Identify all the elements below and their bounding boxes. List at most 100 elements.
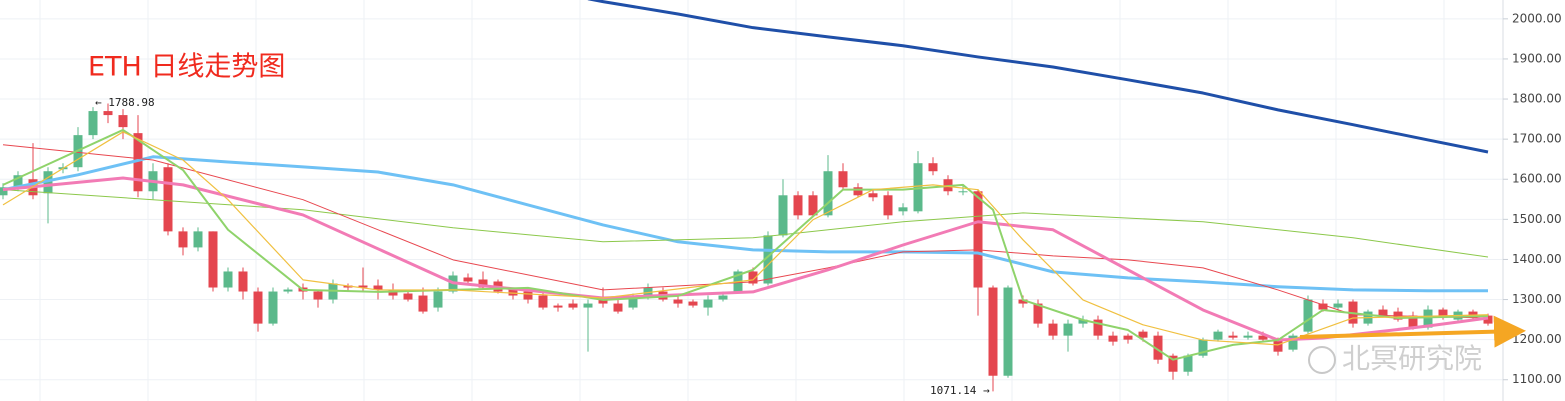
candle-body (418, 295, 428, 312)
candle-body (928, 163, 938, 172)
plot-area (0, 0, 1493, 392)
candle-body (133, 133, 143, 192)
y-tick-label: 1400.00 (1512, 252, 1562, 266)
candle-body (1018, 299, 1028, 304)
candle-body (478, 279, 488, 288)
watermark: 北冥研究院 (1342, 342, 1482, 375)
y-tick-label: 1200.00 (1512, 332, 1562, 346)
candle-body (0, 187, 8, 196)
candle-body (433, 291, 443, 308)
chart-title: ETH 日线走势图 (88, 52, 285, 83)
candle-body (1243, 335, 1253, 338)
candle-body (1108, 335, 1118, 342)
candle-body (1333, 303, 1343, 308)
candle-body (1123, 335, 1133, 340)
y-tick-label: 1300.00 (1512, 292, 1562, 306)
candle-body (1303, 299, 1313, 332)
candle-body (853, 187, 863, 196)
candle-body (193, 231, 203, 248)
candle-body (358, 285, 368, 288)
candle-body (883, 195, 893, 216)
trend-arrow (1299, 315, 1526, 348)
candle-body (508, 289, 518, 296)
candle-body (1228, 335, 1238, 338)
low-annotation: 1071.14 → (930, 384, 990, 397)
candle-body (553, 305, 563, 308)
candle-body (1213, 331, 1223, 340)
candle-body (1093, 319, 1103, 336)
candle-body (1423, 309, 1433, 328)
y-axis: 1100.00 1200.00 1300.00 1400.00 1500.00 1600.… (1503, 11, 1562, 386)
candle-body (838, 171, 848, 188)
candle-body (1198, 339, 1208, 356)
candle-body (253, 291, 263, 324)
candle-body (118, 115, 128, 128)
candle-body (718, 295, 728, 300)
y-tick-label: 1500.00 (1512, 212, 1562, 226)
moving-average-line (587, 0, 1489, 154)
candle-body (868, 193, 878, 198)
candle-body (538, 295, 548, 308)
moving-average-line (2, 144, 1489, 319)
watermark-icon (1308, 346, 1336, 374)
y-tick-label: 1700.00 (1512, 132, 1562, 146)
candle-body (373, 285, 383, 290)
moving-average-line (2, 155, 1488, 293)
candle-body (88, 111, 98, 136)
candle-body (1483, 315, 1493, 324)
candle-body (1033, 303, 1043, 324)
candle-body (793, 195, 803, 216)
candle-body (313, 291, 323, 300)
candle-body (778, 195, 788, 236)
candle-body (1153, 335, 1163, 360)
candle-body (523, 291, 533, 300)
candle-body (1138, 331, 1148, 338)
y-tick-label: 1100.00 (1512, 372, 1562, 386)
candle-body (208, 231, 218, 288)
candle-body (223, 271, 233, 288)
candle-body (1408, 315, 1418, 328)
candle-body (1183, 355, 1193, 372)
candle-body (763, 235, 773, 284)
candle-body (1318, 303, 1328, 310)
candle-body (568, 303, 578, 308)
high-annotation: ← 1788.98 (95, 96, 155, 109)
y-tick-label: 1900.00 (1512, 51, 1562, 65)
candle-body (1273, 339, 1283, 352)
candle-body (973, 191, 983, 288)
candle-body (163, 167, 173, 232)
candle-body (1378, 309, 1388, 316)
candle-body (403, 293, 413, 300)
candle-body (703, 299, 713, 308)
grid (0, 18, 1503, 381)
candle-body (1078, 319, 1088, 324)
candle-body (1258, 335, 1268, 340)
moving-average-line (2, 131, 1489, 346)
candle-body (808, 195, 818, 216)
candle-body (1168, 355, 1178, 372)
candle-body (823, 171, 833, 216)
candle-body (748, 271, 758, 284)
candle-body (1003, 287, 1013, 376)
candle-body (1438, 309, 1448, 318)
candle-body (913, 163, 923, 212)
candle-body (643, 287, 653, 296)
candle-body (238, 271, 248, 292)
y-tick-label: 1600.00 (1512, 172, 1562, 186)
candle-body (1048, 323, 1058, 336)
moving-average-line (2, 189, 1489, 258)
candle-body (103, 111, 113, 116)
candle-body (598, 299, 608, 304)
candle-body (388, 289, 398, 296)
y-tick-label: 1800.00 (1512, 92, 1562, 106)
candle-body (688, 301, 698, 306)
candle-body (1063, 323, 1073, 336)
candle-body (268, 291, 278, 324)
candle-body (283, 289, 293, 292)
candle-body (463, 277, 473, 282)
candle-body (673, 299, 683, 304)
candle-body (13, 175, 23, 188)
candle-body (988, 287, 998, 376)
y-tick-label: 2000.00 (1512, 11, 1562, 25)
